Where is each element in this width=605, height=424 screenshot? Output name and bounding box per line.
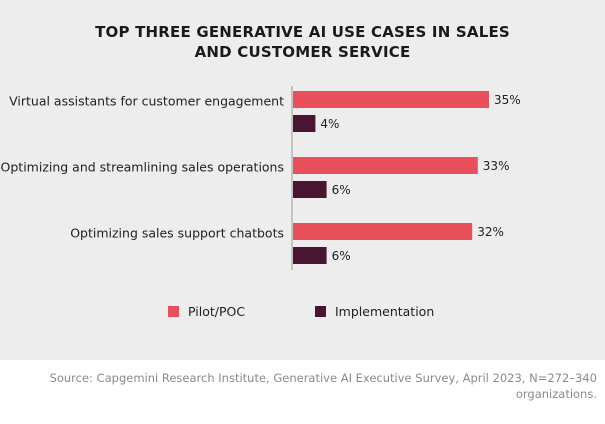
legend-swatch-pilot <box>168 306 179 317</box>
bar-pilot <box>293 223 473 240</box>
source-note: Source: Capgemini Research Institute, Ge… <box>7 370 597 402</box>
legend-swatch-implementation <box>315 306 326 317</box>
bar-implementation <box>293 247 327 264</box>
bar-chart: Virtual assistants for customer engageme… <box>1 86 521 270</box>
category-label: Optimizing and streamlining sales operat… <box>1 160 284 175</box>
category-label: Virtual assistants for customer engageme… <box>9 94 284 109</box>
data-label: 33% <box>483 159 510 173</box>
chart-panel <box>0 0 605 360</box>
data-label: 35% <box>494 93 521 107</box>
chart-title-line-1: TOP THREE GENERATIVE AI USE CASES IN SAL… <box>95 23 510 41</box>
category-label: Optimizing sales support chatbots <box>70 226 284 241</box>
legend-item-implementation: Implementation <box>315 304 434 319</box>
legend-label-pilot: Pilot/POC <box>188 304 246 319</box>
legend: Pilot/POC Implementation <box>0 304 605 324</box>
data-label: 6% <box>332 249 351 263</box>
bar-pilot <box>293 91 489 108</box>
source-line-2: organizations. <box>515 387 597 401</box>
data-label: 32% <box>477 225 504 239</box>
bar-implementation <box>293 115 316 132</box>
source-line-1: Source: Capgemini Research Institute, Ge… <box>49 371 597 385</box>
bar-implementation <box>293 181 327 198</box>
chart-title: TOP THREE GENERATIVE AI USE CASES IN SAL… <box>0 22 605 62</box>
chart-title-line-2: AND CUSTOMER SERVICE <box>194 43 411 61</box>
legend-label-implementation: Implementation <box>335 304 435 319</box>
legend-item-pilot: Pilot/POC <box>168 304 245 319</box>
bar-pilot <box>293 157 478 174</box>
data-label: 4% <box>320 117 339 131</box>
data-label: 6% <box>332 183 351 197</box>
